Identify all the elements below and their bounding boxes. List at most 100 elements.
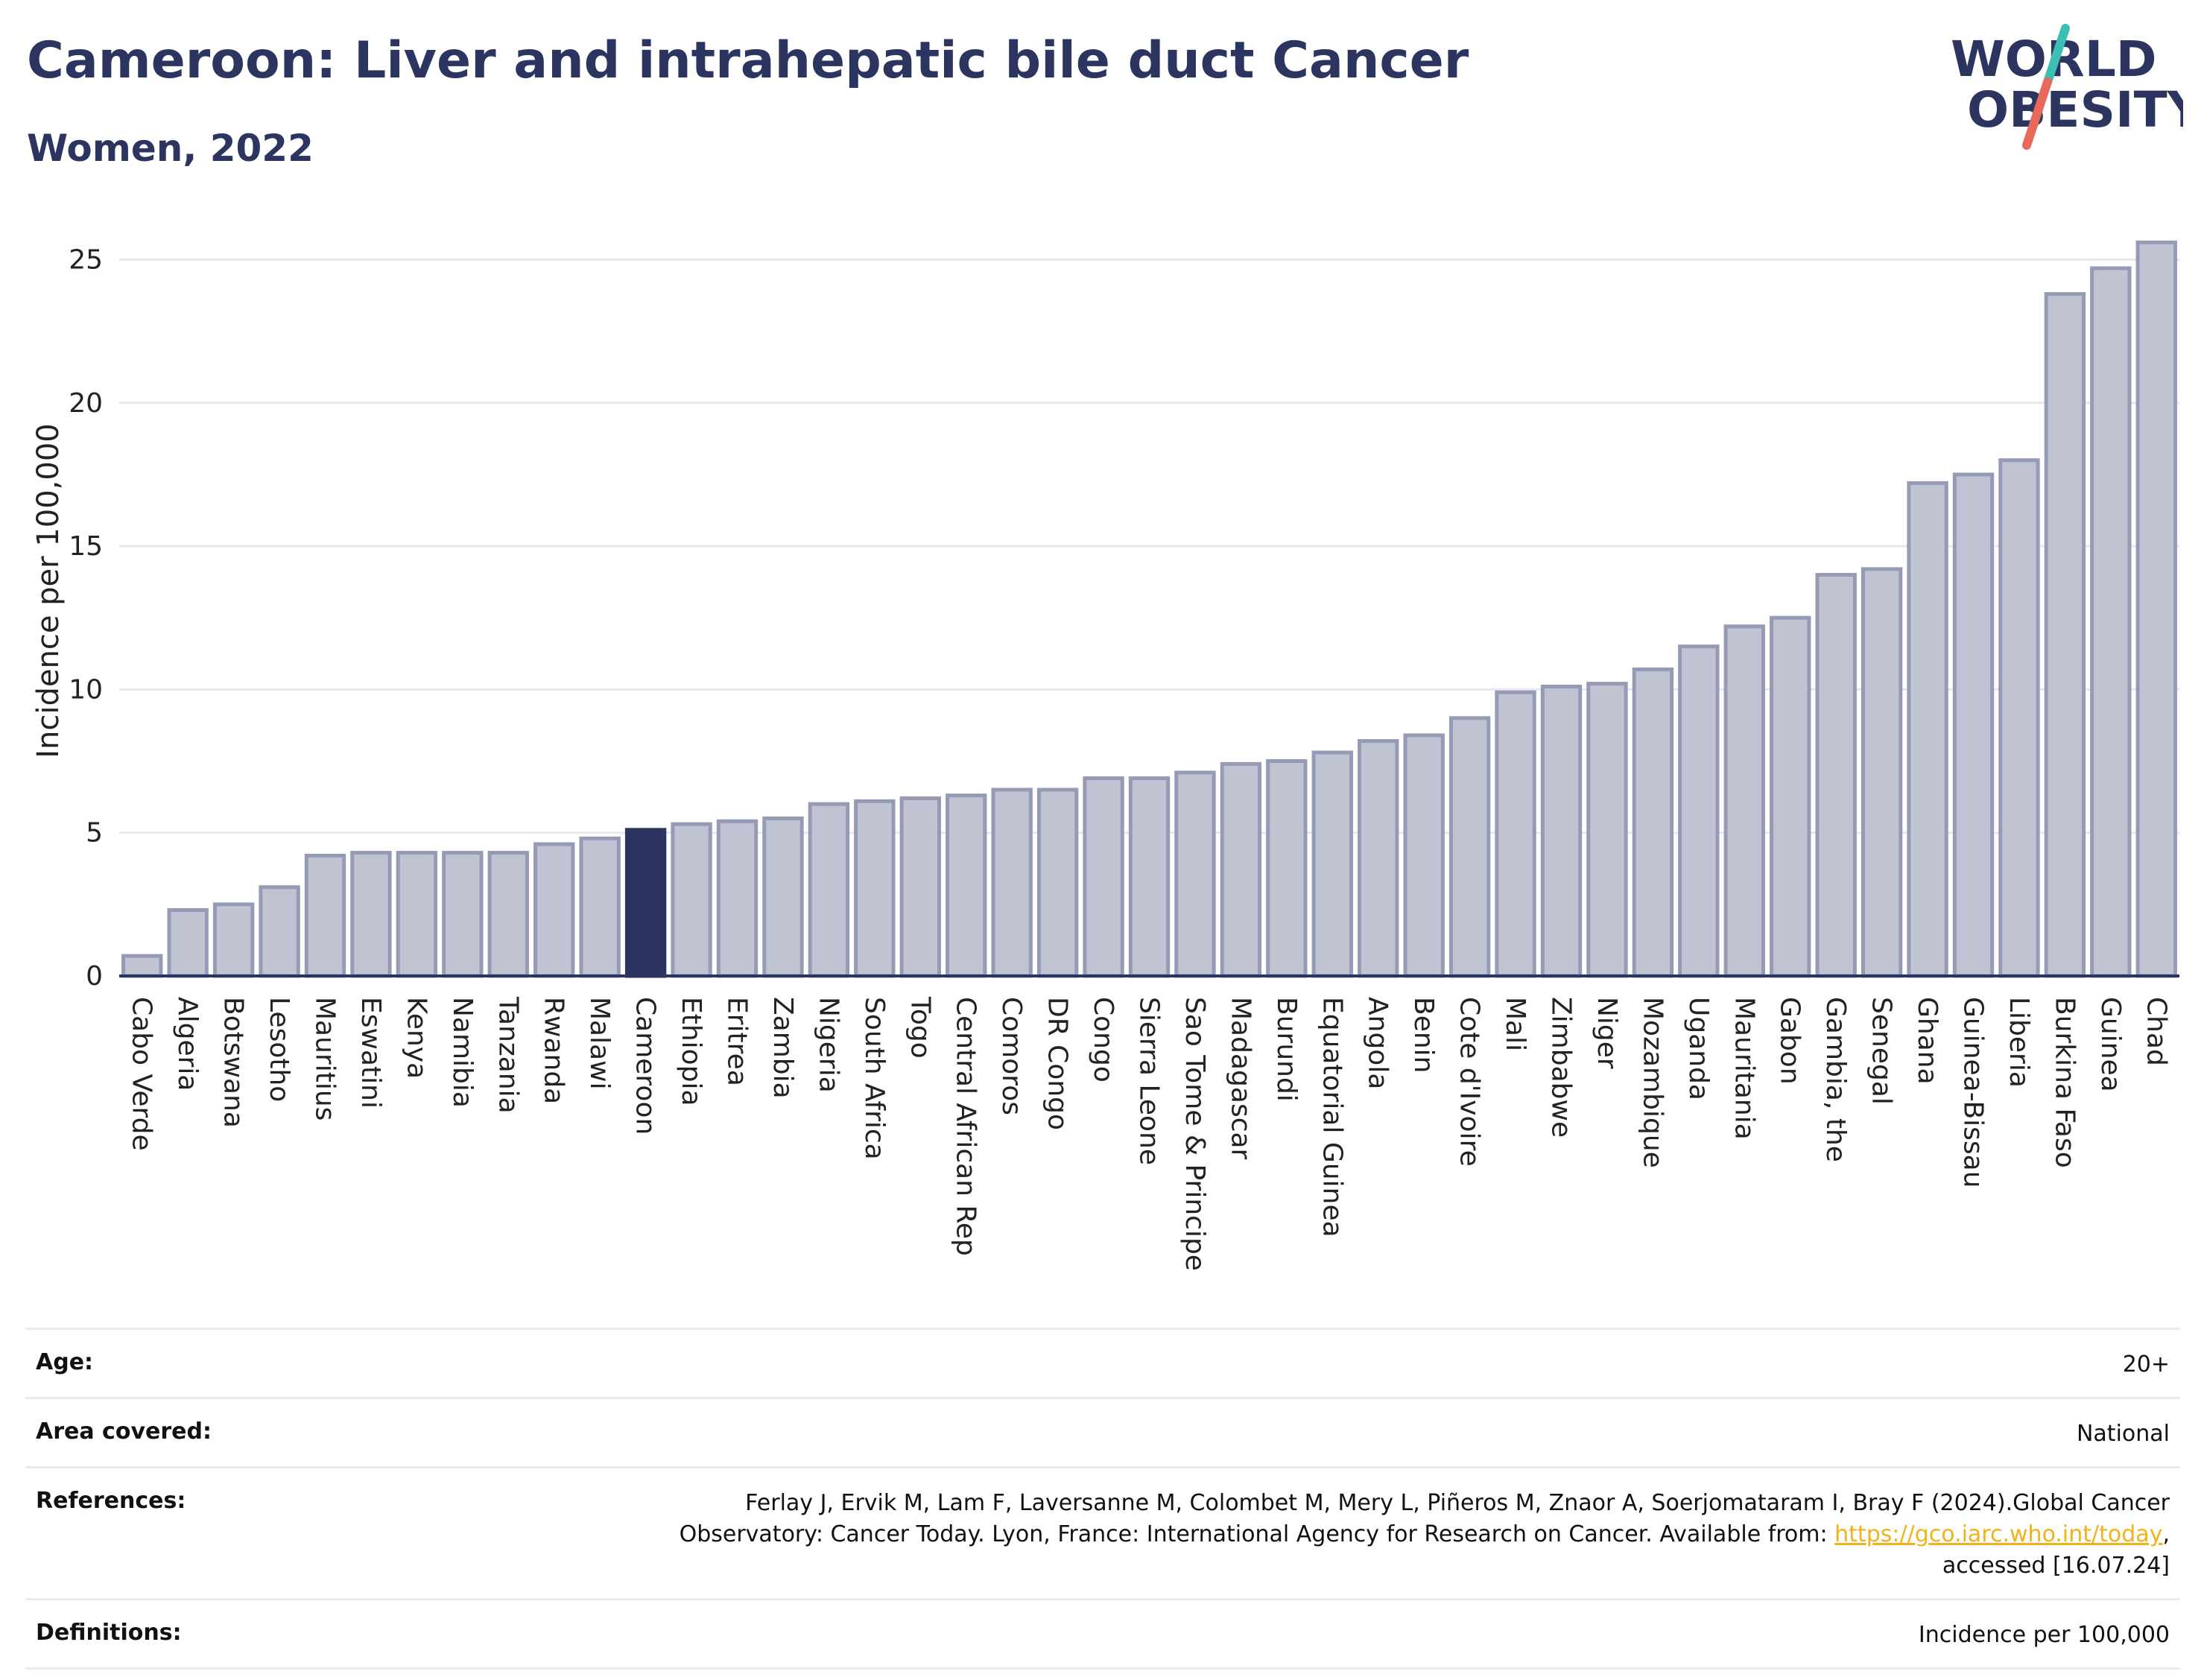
- bar-kenya: [396, 851, 438, 978]
- bar-liberia: [1998, 458, 2040, 978]
- x-tick-label: Burundi: [1271, 997, 1302, 1102]
- references-link[interactable]: https://gco.iarc.who.int/today: [1834, 1521, 2163, 1547]
- x-tick-label: Lesotho: [264, 997, 294, 1102]
- x-tick-label: Angola: [1363, 997, 1393, 1089]
- world-obesity-logo: WORLD OBESITY: [1951, 24, 2183, 150]
- x-tick-label: Eritrea: [722, 997, 753, 1086]
- x-tick-label: Ethiopia: [676, 997, 706, 1106]
- chart-title: Cameroon: Liver and intrahepatic bile du…: [27, 31, 1469, 90]
- bar-mauritius: [304, 853, 346, 978]
- definitions-value: Incidence per 100,000: [1918, 1622, 2170, 1648]
- x-tick-label: Cameroon: [630, 997, 661, 1135]
- bar-chad: [2135, 240, 2177, 978]
- bar-sao-tome-principe: [1174, 770, 1216, 978]
- bar-eritrea: [716, 819, 759, 978]
- bar-mauritania: [1723, 624, 1765, 978]
- x-tick-label: Cote d'Ivoire: [1454, 997, 1485, 1167]
- definitions-label: Definitions:: [36, 1620, 182, 1646]
- x-tick-label: Niger: [1592, 997, 1622, 1069]
- bar-namibia: [442, 851, 484, 978]
- info-row-age: Age: 20+: [25, 1328, 2180, 1397]
- bar-angola: [1358, 739, 1399, 978]
- x-tick-label: Cabo Verde: [127, 997, 157, 1151]
- x-tick-label: Tanzania: [493, 996, 523, 1114]
- x-tick-label: Togo: [905, 996, 935, 1059]
- bar-rwanda: [533, 842, 575, 978]
- y-tick-label: 5: [86, 818, 103, 849]
- bar-burundi: [1266, 759, 1308, 978]
- bar-equatorial-guinea: [1311, 750, 1353, 978]
- x-tick-label: Ghana: [1912, 997, 1942, 1085]
- bar-madagascar: [1220, 761, 1262, 978]
- y-tick-label: 10: [69, 674, 103, 705]
- x-tick-label: Namibia: [447, 997, 478, 1108]
- info-row-references: References: Ferlay J, Ervik M, Lam F, La…: [25, 1466, 2180, 1598]
- bar-tanzania: [487, 851, 529, 978]
- bar-zambia: [762, 816, 804, 978]
- x-tick-label: Gambia, the: [1820, 997, 1851, 1162]
- x-tick-label: Algeria: [172, 997, 203, 1091]
- bar-lesotho: [259, 885, 300, 978]
- logo-slash-coral: [2022, 77, 2052, 150]
- bar-congo: [1083, 776, 1124, 978]
- bar-cote-d-ivoire: [1448, 716, 1491, 978]
- logo-word-obesity: OBESITY: [1967, 81, 2183, 139]
- x-tick-label: Gabon: [1775, 997, 1805, 1085]
- x-tick-label: Malawi: [584, 997, 615, 1090]
- age-value: 20+: [2122, 1351, 2170, 1378]
- bar-malawi: [579, 836, 621, 978]
- x-tick-label: Benin: [1408, 997, 1439, 1073]
- x-tick-label: Kenya: [401, 997, 431, 1079]
- references-label: References:: [36, 1488, 186, 1514]
- x-tick-label: Uganda: [1683, 997, 1714, 1100]
- bar-zimbabwe: [1540, 685, 1583, 978]
- x-tick-label: Guinea: [2095, 997, 2126, 1092]
- bar-south-africa: [854, 799, 896, 978]
- x-tick-label: Mali: [1500, 997, 1530, 1051]
- x-tick-label: Madagascar: [1225, 997, 1255, 1160]
- bar-central-african-rep: [946, 793, 987, 978]
- bar-cameroon: [624, 828, 667, 978]
- references-line2-end: ,: [2162, 1521, 2170, 1547]
- x-tick-label: Guinea-Bissau: [1958, 997, 1989, 1188]
- x-tick-label: Chad: [2141, 997, 2171, 1066]
- bar-togo: [899, 796, 941, 978]
- x-tick-label: Sierra Leone: [1134, 997, 1165, 1165]
- references-line1: Ferlay J, Ervik M, Lam F, Laversanne M, …: [745, 1490, 2170, 1516]
- x-tick-label: Congo: [1088, 997, 1118, 1083]
- y-tick-label: 0: [86, 961, 103, 992]
- x-tick-label: Comoros: [996, 997, 1027, 1115]
- bar-guinea-bissau: [1952, 472, 1995, 978]
- chart-subtitle: Women, 2022: [27, 127, 314, 170]
- x-tick-label: Sao Tome & Principe: [1179, 997, 1210, 1271]
- area-label: Area covered:: [36, 1419, 212, 1445]
- x-tick-label: Botswana: [218, 997, 249, 1128]
- x-tick-label: Mauritius: [310, 997, 341, 1120]
- y-axis-label: Incidence per 100,000: [31, 423, 66, 758]
- info-row-area: Area covered: National: [25, 1397, 2180, 1466]
- references-line2: Observatory: Cancer Today. Lyon, France:…: [679, 1521, 1835, 1547]
- x-tick-label: Zambia: [767, 997, 798, 1099]
- bar-uganda: [1678, 644, 1720, 978]
- x-tick-label: Zimbabwe: [1546, 997, 1577, 1138]
- x-tick-label: Senegal: [1866, 997, 1897, 1105]
- x-tick-label: Burkina Faso: [2049, 997, 2080, 1168]
- bar-benin: [1403, 733, 1445, 978]
- x-tick-label: Mauritania: [1729, 997, 1759, 1140]
- references-value: Ferlay J, Ervik M, Lam F, Laversanne M, …: [680, 1488, 2170, 1582]
- bar-eswatini: [350, 851, 392, 978]
- bar-dr-congo: [1036, 787, 1079, 978]
- bar-ethiopia: [671, 822, 712, 978]
- logo-slash-teal: [2043, 24, 2070, 86]
- references-line3: accessed [16.07.24]: [1942, 1553, 2170, 1579]
- bar-chart: 0 5 10 15 20 25 Cabo Verde Algeria Botswana Lesot…: [31, 240, 2179, 1271]
- x-tick-label: Nigeria: [813, 997, 843, 1093]
- bar-algeria: [167, 908, 209, 978]
- bar-guinea: [2090, 266, 2132, 978]
- bar-mali: [1495, 690, 1536, 978]
- x-tick-label: Mozambique: [1637, 997, 1668, 1168]
- bar-gabon: [1770, 615, 1811, 978]
- tick-labels: 0 5 10 15 20 25 Cabo Verde Algeria Botswana Lesot…: [69, 244, 2171, 1270]
- bar-niger: [1586, 682, 1628, 978]
- bar-cabo-verde: [121, 954, 163, 978]
